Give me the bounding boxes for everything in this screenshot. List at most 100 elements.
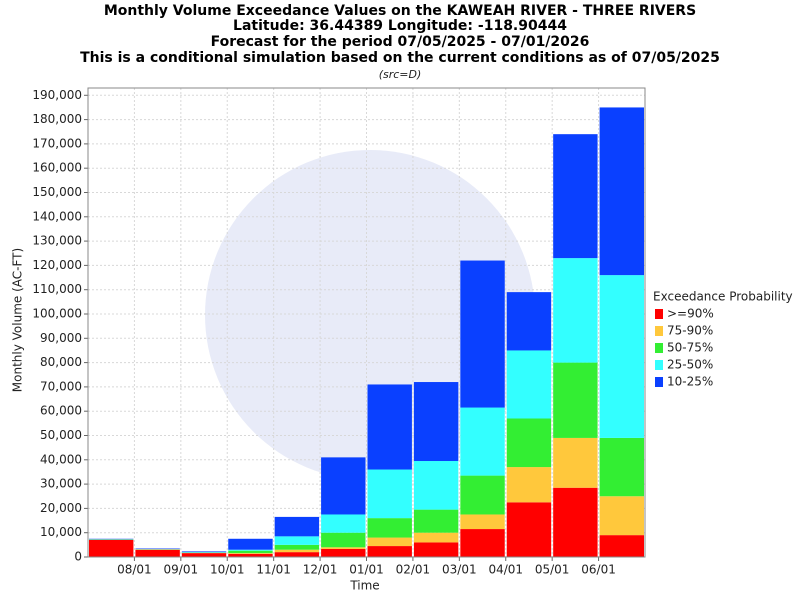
bar-segment	[553, 258, 598, 363]
bar-segment	[181, 551, 227, 553]
bar-segment	[274, 549, 320, 553]
y-tick-label: 0	[74, 550, 82, 564]
y-tick-label: 10,000	[40, 525, 82, 539]
bar-segment	[460, 475, 505, 515]
bar-segment	[460, 529, 505, 557]
bar-segment	[506, 502, 552, 557]
x-tick-label: 02/01	[396, 563, 431, 577]
y-tick-label: 90,000	[40, 331, 82, 345]
x-tick-label: 09/01	[164, 563, 199, 577]
bar-segment	[460, 514, 505, 530]
chart-title: Monthly Volume Exceedance Values on the …	[104, 3, 696, 19]
bar-segment	[321, 514, 366, 533]
bar-segment	[553, 437, 598, 488]
bar-segment	[506, 292, 552, 351]
y-tick-label: 40,000	[40, 452, 82, 466]
bar-segment	[599, 535, 644, 557]
legend-swatch	[655, 377, 663, 387]
bar-segment	[367, 537, 412, 547]
bar-segment	[413, 509, 459, 533]
x-tick-label: 04/01	[488, 563, 523, 577]
bar-segment	[367, 546, 412, 557]
y-tick-label: 80,000	[40, 355, 82, 369]
chart-title: Forecast for the period 07/05/2025 - 07/…	[211, 34, 590, 50]
legend-label: 50-75%	[667, 341, 713, 355]
bar-segment	[367, 384, 412, 470]
x-tick-label: 12/01	[303, 563, 338, 577]
x-tick-label: 05/01	[535, 563, 570, 577]
y-tick-label: 60,000	[40, 404, 82, 418]
plot-border	[87, 87, 646, 558]
legend-swatch	[655, 343, 663, 353]
bar-segment	[321, 547, 366, 549]
legend-title: Exceedance Probability	[653, 290, 793, 304]
bar-segment	[599, 275, 644, 438]
legend-swatch	[655, 326, 663, 336]
bar-segment	[599, 496, 644, 536]
bar-segment	[228, 550, 273, 554]
bar-segment	[321, 548, 366, 557]
y-tick-label: 30,000	[40, 477, 82, 491]
chart-title: This is a conditional simulation based o…	[80, 50, 720, 66]
bar-segment	[599, 107, 644, 276]
legend-swatch	[655, 360, 663, 370]
legend-label: 25-50%	[667, 358, 713, 372]
y-tick-label: 150,000	[32, 185, 82, 199]
bar-segment	[367, 469, 412, 519]
bar-segment	[506, 467, 552, 503]
bar-segment	[228, 549, 273, 551]
bar-segment	[553, 362, 598, 438]
bar-segment	[599, 437, 644, 497]
y-tick-label: 170,000	[32, 136, 82, 150]
x-tick-label: 08/01	[117, 563, 152, 577]
legend-swatch	[655, 309, 663, 319]
bar-segment	[89, 539, 134, 557]
y-tick-label: 140,000	[32, 209, 82, 223]
y-tick-label: 120,000	[32, 258, 82, 272]
bar-segment	[460, 407, 505, 476]
y-tick-label: 20,000	[40, 501, 82, 515]
bar-segment	[553, 487, 598, 557]
legend-label: >=90%	[667, 307, 714, 321]
bar-segment	[321, 532, 366, 548]
y-tick-label: 70,000	[40, 379, 82, 393]
bar-segment	[413, 382, 459, 462]
bar-segment	[413, 461, 459, 510]
subtitle: (src=D)	[379, 68, 422, 81]
bar-segment	[413, 542, 459, 557]
y-tick-label: 190,000	[32, 88, 82, 102]
bar-segment	[135, 549, 180, 557]
bar-segment	[321, 457, 366, 515]
y-tick-label: 50,000	[40, 428, 82, 442]
y-axis-label: Monthly Volume (AC-FT)	[11, 248, 25, 392]
y-tick-label: 160,000	[32, 161, 82, 175]
bar-segment	[274, 516, 320, 537]
x-tick-label: 10/01	[210, 563, 245, 577]
bar-segment	[228, 538, 273, 550]
legend-label: 10-25%	[667, 375, 713, 389]
y-tick-label: 130,000	[32, 234, 82, 248]
y-tick-label: 110,000	[32, 282, 82, 296]
y-tick-label: 180,000	[32, 112, 82, 126]
bar-segment	[506, 350, 552, 419]
bar-segment	[413, 532, 459, 543]
x-tick-label: 06/01	[581, 563, 616, 577]
chart-title: Latitude: 36.44389 Longitude: -118.90444	[233, 18, 567, 34]
legend-label: 75-90%	[667, 324, 713, 338]
bar-segment	[274, 552, 320, 557]
x-tick-label: 01/01	[349, 563, 384, 577]
bar-segment	[367, 518, 412, 538]
bar-segment	[274, 544, 320, 550]
x-tick-label: 03/01	[442, 563, 477, 577]
x-tick-label: 11/01	[256, 563, 291, 577]
bar-segment	[553, 134, 598, 259]
bar-segment	[506, 418, 552, 468]
bar-segment	[181, 553, 227, 557]
x-axis-label: Time	[349, 579, 379, 593]
bar-segment	[460, 260, 505, 408]
y-tick-label: 100,000	[32, 306, 82, 320]
bar-segment	[228, 553, 273, 557]
bar-segment	[274, 536, 320, 545]
bar-segment	[228, 553, 273, 554]
